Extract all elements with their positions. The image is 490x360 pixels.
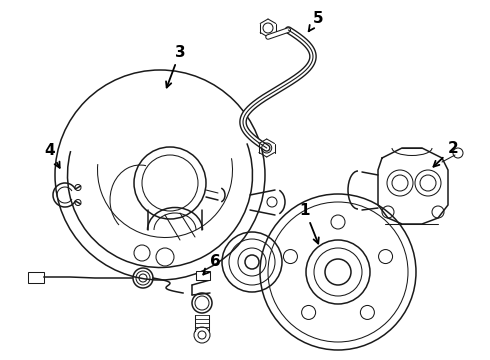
Text: 1: 1	[300, 202, 319, 244]
Bar	[28, 272, 44, 283]
Text: 3: 3	[166, 45, 185, 87]
Text: 6: 6	[203, 255, 220, 275]
Bar	[196, 271, 210, 280]
Text: 4: 4	[45, 143, 60, 168]
Text: 5: 5	[309, 10, 323, 31]
Text: 2: 2	[434, 140, 458, 167]
